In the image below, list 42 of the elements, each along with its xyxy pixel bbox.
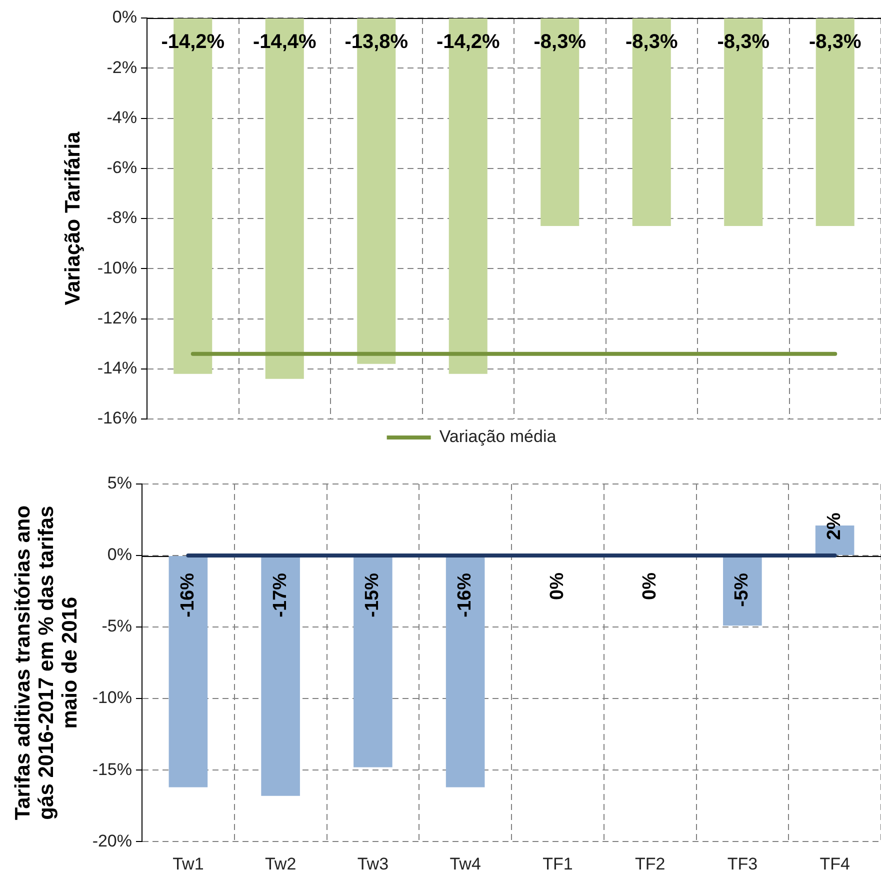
x-tick-label: Tw2 (264, 854, 296, 874)
data-label: -5% (732, 572, 753, 607)
x-tick-label: TF4 (820, 854, 850, 874)
data-label: -15% (362, 572, 384, 618)
data-label: -8,3% (717, 31, 770, 54)
data-label: 2% (824, 512, 846, 540)
y-tick-label: -8% (106, 208, 137, 228)
y-tick-label: -5% (102, 616, 132, 636)
data-label: -14,2% (161, 31, 225, 54)
y-tick-label: -15% (92, 760, 132, 779)
y-tick-label: 5% (107, 474, 132, 493)
y-axis-title: Tarifas aditivas transitórias ano gás 2016-2017 em % das tarifas maio de 2016 (12, 505, 82, 820)
x-tick-label: TF1 (542, 854, 573, 874)
x-tick-label: Tw1 (172, 854, 204, 874)
y-tick-label: -14% (97, 358, 137, 378)
y-tick-label: -10% (92, 688, 132, 708)
data-label: 0% (639, 572, 660, 600)
data-label: -8,3% (626, 31, 678, 54)
legend-label: Variação média (439, 427, 557, 446)
data-label: -17% (270, 572, 291, 618)
y-tick-label: -20% (92, 831, 132, 850)
y-tick-label: -6% (106, 158, 137, 178)
y-tick-label: -10% (97, 258, 137, 278)
data-label: -16% (454, 572, 476, 618)
y-tick-label: 0% (107, 545, 132, 564)
x-tick-label: TF3 (727, 854, 758, 874)
y-axis-title: Variação Tarifária (62, 131, 85, 306)
y-tick-label: -16% (97, 408, 137, 428)
y-tick-label: -12% (97, 308, 137, 328)
x-tick-label: Tw4 (450, 854, 481, 874)
data-label: -14,4% (252, 31, 317, 54)
data-label: -13,8% (344, 31, 408, 54)
y-tick-label: -4% (106, 108, 137, 127)
y-tick-label: -2% (106, 58, 137, 77)
data-label: -8,3% (809, 31, 862, 54)
data-label: -14,2% (436, 31, 500, 54)
data-label: 0% (546, 572, 568, 600)
x-tick-label: Tw3 (357, 854, 389, 874)
y-tick-label: 0% (112, 8, 137, 27)
data-label: -16% (177, 572, 198, 618)
data-label: -8,3% (534, 31, 586, 54)
x-tick-label: TF2 (634, 854, 666, 874)
